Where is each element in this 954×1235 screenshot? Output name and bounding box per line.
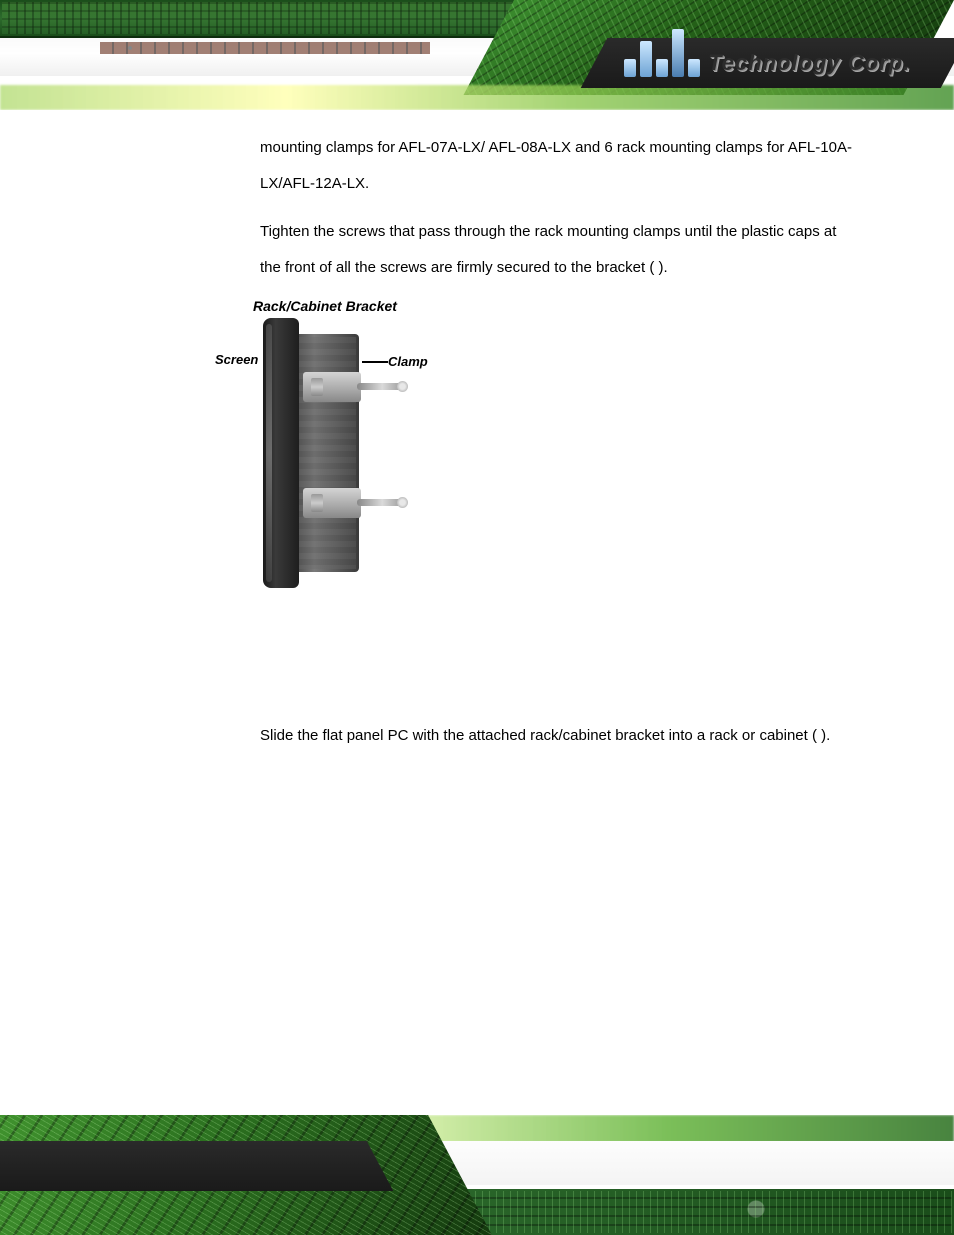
device-clamp-bottom <box>303 488 361 518</box>
figure-label-screen: Screen <box>215 352 258 367</box>
header-banner: Technology Corp. <box>0 0 954 110</box>
paragraph-2: Tighten the screws that pass through the… <box>260 214 860 286</box>
device-screw-top <box>357 383 403 390</box>
header-blur <box>0 85 954 110</box>
brand-logo-text: Technology Corp. <box>708 50 910 76</box>
figure-rack-bracket: Rack/Cabinet Bracket Screen Clamp <box>215 298 505 598</box>
figure-device <box>263 318 387 588</box>
device-clamp-top <box>303 372 361 402</box>
page-content: mounting clamps for AFL-07A-LX/ AFL-08A-… <box>260 130 860 766</box>
device-screw-bottom <box>357 499 403 506</box>
paragraph-1: mounting clamps for AFL-07A-LX/ AFL-08A-… <box>260 130 860 202</box>
step-block: Slide the flat panel PC with the attache… <box>260 718 860 754</box>
footer-black-bar <box>0 1141 393 1191</box>
paragraph-3: Slide the flat panel PC with the attache… <box>260 718 860 754</box>
header-pcb-texture <box>0 0 550 38</box>
device-bezel <box>263 318 299 588</box>
device-chassis <box>295 334 359 572</box>
brand-logo-mark <box>624 22 724 77</box>
footer-banner <box>0 1115 954 1235</box>
figure-title: Rack/Cabinet Bracket <box>253 298 397 314</box>
figure-label-clamp: Clamp <box>388 354 428 369</box>
